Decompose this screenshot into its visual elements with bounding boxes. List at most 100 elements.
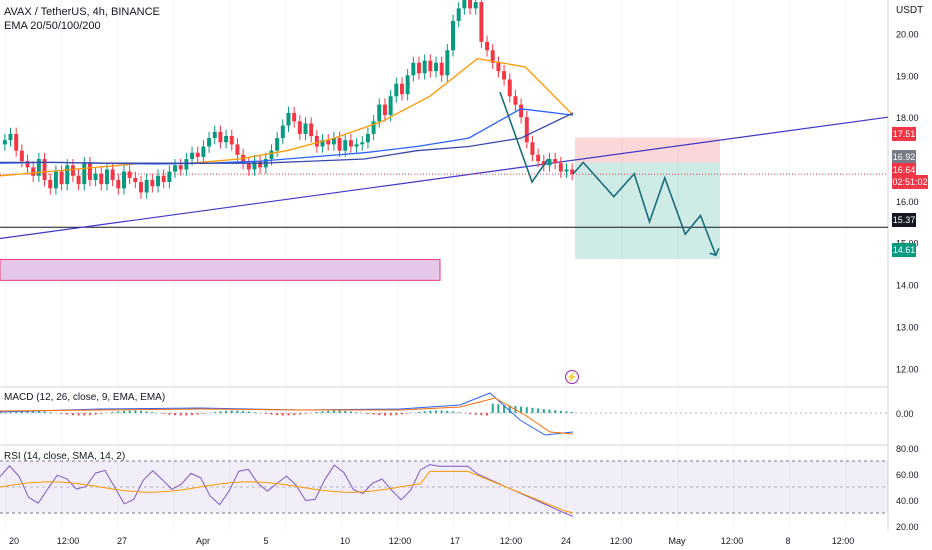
macd-histogram-bar (276, 413, 279, 416)
candle-body (224, 136, 229, 143)
macd-histogram-bar (389, 413, 392, 416)
macd-histogram-bar (383, 413, 386, 416)
candle-body (439, 62, 444, 76)
macd-histogram-bar (185, 413, 188, 416)
candle-body (42, 159, 47, 180)
ema-orange-line (0, 57, 574, 177)
time-tick-label: 17 (450, 536, 460, 546)
candle-body (541, 161, 546, 166)
macd-histogram-bar (548, 409, 551, 413)
candle-body (36, 159, 41, 176)
macd-histogram-bar (117, 411, 120, 413)
macd-histogram-bar (293, 413, 296, 416)
candle-body (133, 177, 138, 183)
macd-histogram-bar (571, 412, 574, 413)
candle-body (530, 142, 535, 155)
time-tick-label: 12:00 (610, 536, 633, 546)
macd-histogram-bar (304, 413, 307, 414)
candle-body (229, 136, 234, 145)
candle-body (156, 175, 161, 187)
projection-path[interactable] (499, 91, 720, 257)
candle-body (490, 50, 495, 63)
candle-body (14, 133, 19, 151)
macd-histogram-bar (480, 413, 483, 416)
macd-histogram-bar (559, 410, 562, 413)
macd-histogram-bar (315, 412, 318, 413)
candle-body (212, 131, 217, 139)
macd-histogram-bar (202, 413, 205, 414)
macd-histogram-bar (174, 413, 177, 416)
macd-histogram-bar (242, 410, 245, 413)
macd-histogram-bar (9, 412, 12, 413)
candle-body (190, 152, 195, 160)
candle-body (422, 60, 427, 74)
macd-histogram-bar (554, 410, 557, 413)
macd-histogram-bar (429, 410, 432, 413)
macd-histogram-bar (281, 413, 284, 416)
macd-histogram-bar (60, 413, 63, 414)
macd-histogram-bar (344, 410, 347, 413)
candle-body (121, 171, 126, 189)
lightning-icon[interactable]: ⚡ (565, 370, 579, 384)
candle-body (382, 104, 387, 116)
candle-body (241, 154, 246, 164)
horizontal-line-tag: 15.37 (892, 213, 916, 227)
trendline (0, 116, 889, 240)
candle-body (235, 144, 240, 155)
macd-histogram-bar (196, 413, 199, 415)
macd-histogram-bar (94, 413, 97, 415)
time-tick-label: 5 (263, 536, 268, 546)
price-tick-label: 20.00 (896, 29, 919, 39)
candle-body (161, 175, 166, 183)
candle-body (19, 150, 24, 162)
candle-body (348, 140, 353, 147)
candle-body (411, 62, 416, 76)
candle-body (428, 60, 433, 72)
candle-body (59, 171, 64, 185)
candle-body (269, 150, 274, 160)
support-zone[interactable] (0, 258, 441, 281)
candle-body (184, 159, 189, 170)
support-zone-rect (0, 258, 441, 281)
macd-histogram-bar (435, 410, 438, 413)
candle-body (2, 140, 7, 145)
time-tick-label: 10 (340, 536, 350, 546)
drawing-lines[interactable] (0, 116, 889, 240)
macd-histogram-bar (395, 413, 398, 416)
axes: 20.0019.0018.0016.0015.0014.0013.0012.00… (9, 29, 919, 546)
candle-body (53, 171, 58, 189)
macd-histogram-bar (191, 413, 194, 416)
candle-body (275, 138, 280, 151)
candle-body (377, 104, 382, 122)
candle-body (8, 133, 13, 141)
candle-body (485, 41, 490, 51)
candle-body (524, 117, 529, 143)
candle-body (25, 161, 30, 168)
ema-lines (0, 57, 574, 177)
macd-histogram-bar (26, 410, 29, 413)
macd-histogram-bar (423, 411, 426, 413)
time-tick-label: Apr (196, 536, 210, 546)
macd-histogram-bar (230, 410, 233, 413)
candle-body (445, 50, 450, 76)
macd-histogram-bar (213, 412, 216, 413)
candle-body (246, 163, 251, 170)
price-tick-label: 13.00 (896, 322, 919, 332)
time-tick-label: 24 (561, 536, 571, 546)
macd-histogram-bar (474, 413, 477, 415)
macd-histogram-bar (88, 413, 91, 416)
candle-body (167, 171, 172, 183)
stop-price-tag: 17.51 (892, 127, 916, 141)
macd-histogram-bar (151, 412, 154, 413)
candle-body (286, 112, 291, 126)
macd-histogram-bar (128, 410, 131, 413)
macd-histogram-bar (43, 411, 46, 413)
entry-price-tag: 16.92 (892, 150, 916, 164)
short-position-tool[interactable] (575, 137, 720, 260)
macd-signal-line (0, 397, 574, 435)
candles (2, 0, 575, 199)
time-tick-label: 27 (117, 536, 127, 546)
candle-body (70, 165, 75, 176)
candle-body (360, 142, 365, 145)
